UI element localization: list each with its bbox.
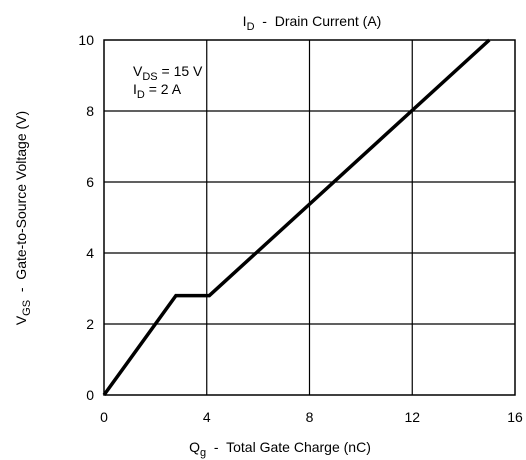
- x-axis-title-rest: - Total Gate Charge (nC): [206, 439, 371, 455]
- plot-frame: [103, 39, 516, 396]
- annotation-vds-sub: DS: [142, 71, 157, 83]
- x-axis-title-main: Q: [189, 439, 200, 455]
- tick-label-layer: 0 4 8 12 16 0 2 4 6 8 10: [78, 32, 523, 425]
- annotation-vds-main: V: [133, 63, 143, 79]
- y-tick-label: 8: [86, 103, 94, 119]
- y-tick-label: 0: [86, 387, 94, 403]
- y-tick-label: 10: [78, 32, 94, 48]
- annotation-id-sub: D: [137, 89, 145, 101]
- annotation-vds: VDS = 15 V: [133, 63, 203, 83]
- y-axis-title-sub: GS: [21, 300, 33, 316]
- top-axis-label-rest: - Drain Current (A): [255, 13, 382, 29]
- y-tick-label: 4: [86, 245, 94, 261]
- y-axis-title-main: V: [13, 315, 29, 325]
- x-tick-label: 8: [306, 409, 314, 425]
- annotation-vds-rest: = 15 V: [158, 63, 203, 79]
- x-tick-label: 0: [100, 409, 108, 425]
- y-axis-title: VGS - Gate-to-Source Voltage (V): [13, 111, 33, 325]
- top-axis-label-main: I: [243, 13, 247, 29]
- x-axis-title: Qg - Total Gate Charge (nC): [189, 439, 371, 459]
- grid-layer: [104, 40, 515, 395]
- y-tick-label: 6: [86, 174, 94, 190]
- series-line: [102, 38, 491, 397]
- x-tick-label: 16: [507, 409, 523, 425]
- y-axis-title-rest: - Gate-to-Source Voltage (V): [13, 111, 29, 300]
- top-axis-label: ID - Drain Current (A): [243, 13, 382, 33]
- annotation-id: ID = 2 A: [133, 81, 182, 101]
- top-axis-label-sub: D: [247, 21, 255, 33]
- annotation-id-rest: = 2 A: [145, 81, 182, 97]
- x-axis-title-sub: g: [200, 447, 206, 459]
- x-tick-label: 12: [404, 409, 420, 425]
- x-tick-label: 4: [203, 409, 211, 425]
- annotation-id-main: I: [133, 81, 137, 97]
- y-tick-label: 2: [86, 316, 94, 332]
